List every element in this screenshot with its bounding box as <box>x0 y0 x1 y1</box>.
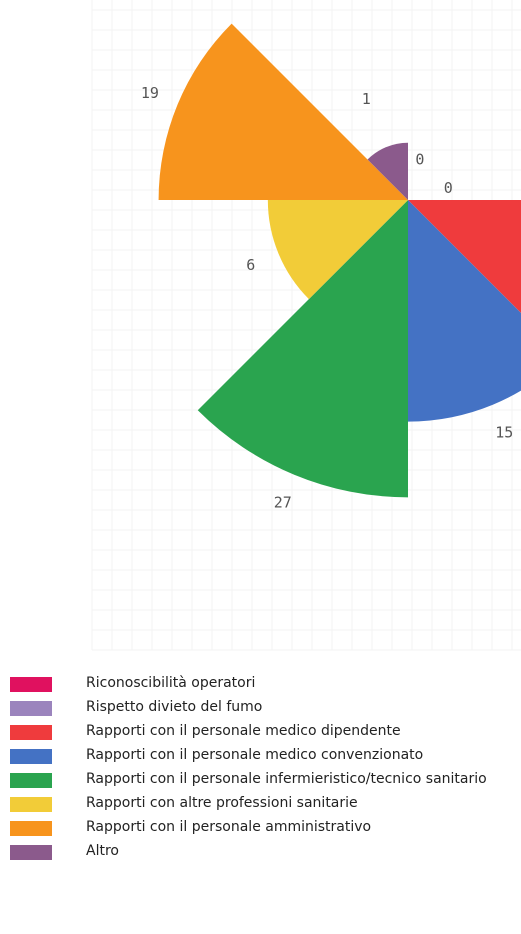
sector-4 <box>408 200 521 422</box>
chart-sectors <box>158 23 521 498</box>
legend-label: Rapporti con altre professioni sanitarie <box>86 795 358 811</box>
sector-7 <box>158 23 408 201</box>
legend-swatch <box>10 725 52 740</box>
legend-swatch <box>10 845 52 860</box>
value-label: 19 <box>141 84 159 102</box>
legend-label: Altro <box>86 843 119 859</box>
value-label: 0 <box>444 179 453 197</box>
chart-value-labels: 005715276191 <box>141 84 513 511</box>
legend-label: Rapporti con il personale medico convenz… <box>86 747 424 763</box>
polar-area-chart: 005715276191 <box>91 0 521 651</box>
legend-item: Rapporti con altre professioni sanitarie <box>0 792 521 816</box>
legend-swatch <box>10 773 52 788</box>
legend-label: Rispetto divieto del fumo <box>86 699 263 715</box>
legend-swatch <box>10 821 52 836</box>
value-label: 27 <box>274 493 292 511</box>
legend-label: Rapporti con il personale medico dipende… <box>86 723 401 739</box>
legend-label: Riconoscibilità operatori <box>86 675 256 691</box>
legend-item: Rapporti con il personale medico convenz… <box>0 744 521 768</box>
legend-swatch <box>10 677 52 692</box>
legend-label: Rapporti con il personale amministrativo <box>86 819 372 835</box>
legend-swatch <box>10 701 52 716</box>
value-label: 6 <box>246 256 255 274</box>
sector-8 <box>367 142 408 200</box>
value-label: 0 <box>415 151 424 169</box>
sector-5 <box>197 200 408 498</box>
legend-label: Rapporti con il personale infermieristic… <box>86 771 487 787</box>
legend-item: Riconoscibilità operatori <box>0 672 521 696</box>
legend-item: Rapporti con il personale infermieristic… <box>0 768 521 792</box>
legend-item: Rispetto divieto del fumo <box>0 696 521 720</box>
value-label: 15 <box>495 423 513 441</box>
legend-swatch <box>10 797 52 812</box>
sector-6 <box>267 200 408 300</box>
legend-item: Rapporti con il personale medico dipende… <box>0 720 521 744</box>
legend-swatch <box>10 749 52 764</box>
legend-item: Rapporti con il personale amministrativo <box>0 816 521 840</box>
value-label: 1 <box>362 90 371 108</box>
legend-item: Altro <box>0 840 521 864</box>
